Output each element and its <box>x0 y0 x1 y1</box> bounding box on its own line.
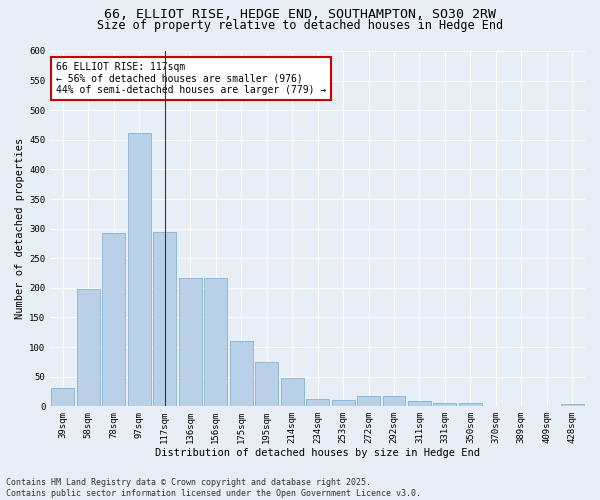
Bar <box>459 404 482 406</box>
Bar <box>408 401 431 406</box>
Bar <box>306 399 329 406</box>
Text: Contains HM Land Registry data © Crown copyright and database right 2025.
Contai: Contains HM Land Registry data © Crown c… <box>6 478 421 498</box>
Bar <box>281 378 304 406</box>
Bar <box>561 404 584 406</box>
X-axis label: Distribution of detached houses by size in Hedge End: Distribution of detached houses by size … <box>155 448 480 458</box>
Bar <box>154 232 176 406</box>
Bar <box>255 362 278 406</box>
Bar <box>332 400 355 406</box>
Bar <box>230 341 253 406</box>
Bar <box>77 289 100 406</box>
Bar <box>103 234 125 406</box>
Bar <box>433 404 457 406</box>
Y-axis label: Number of detached properties: Number of detached properties <box>15 138 25 319</box>
Bar <box>128 134 151 406</box>
Bar <box>357 396 380 406</box>
Text: Size of property relative to detached houses in Hedge End: Size of property relative to detached ho… <box>97 19 503 32</box>
Bar <box>204 278 227 406</box>
Text: 66 ELLIOT RISE: 117sqm
← 56% of detached houses are smaller (976)
44% of semi-de: 66 ELLIOT RISE: 117sqm ← 56% of detached… <box>56 62 326 95</box>
Bar <box>383 396 406 406</box>
Bar <box>179 278 202 406</box>
Text: 66, ELLIOT RISE, HEDGE END, SOUTHAMPTON, SO30 2RW: 66, ELLIOT RISE, HEDGE END, SOUTHAMPTON,… <box>104 8 496 20</box>
Bar <box>52 388 74 406</box>
